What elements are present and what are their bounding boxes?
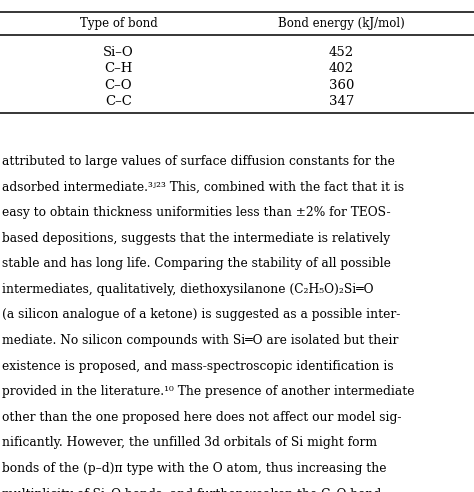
Text: provided in the literature.¹⁰ The presence of another intermediate: provided in the literature.¹⁰ The presen… — [2, 385, 415, 398]
Text: multiplicity of Si–O bonds, and further weaken the C–O bond.: multiplicity of Si–O bonds, and further … — [2, 488, 385, 492]
Text: other than the one proposed here does not affect our model sig-: other than the one proposed here does no… — [2, 411, 402, 424]
Text: 360: 360 — [328, 79, 354, 92]
Text: adsorbed intermediate.³ʲ²³ This, combined with the fact that it is: adsorbed intermediate.³ʲ²³ This, combine… — [2, 181, 404, 193]
Text: attributed to large values of surface diffusion constants for the: attributed to large values of surface di… — [2, 155, 395, 168]
Text: Si–O: Si–O — [103, 46, 134, 59]
Text: Bond energy (kJ/mol): Bond energy (kJ/mol) — [278, 17, 405, 30]
Text: C–H: C–H — [104, 62, 133, 75]
Text: C–O: C–O — [105, 79, 132, 92]
Text: stable and has long life. Comparing the stability of all possible: stable and has long life. Comparing the … — [2, 257, 391, 270]
Text: (a silicon analogue of a ketone) is suggested as a possible inter-: (a silicon analogue of a ketone) is sugg… — [2, 308, 401, 321]
Text: Type of bond: Type of bond — [80, 17, 157, 30]
Text: 402: 402 — [328, 62, 354, 75]
Text: intermediates, qualitatively, diethoxysilanone (C₂H₅O)₂Si═O: intermediates, qualitatively, diethoxysi… — [2, 283, 374, 296]
Text: easy to obtain thickness uniformities less than ±2% for TEOS-: easy to obtain thickness uniformities le… — [2, 206, 391, 219]
Text: 347: 347 — [328, 95, 354, 108]
Text: nificantly. However, the unfilled 3d orbitals of Si might form: nificantly. However, the unfilled 3d orb… — [2, 436, 377, 449]
Text: bonds of the (p–d)π type with the O atom, thus increasing the: bonds of the (p–d)π type with the O atom… — [2, 462, 387, 475]
Text: 452: 452 — [328, 46, 354, 59]
Text: mediate. No silicon compounds with Si═O are isolated but their: mediate. No silicon compounds with Si═O … — [2, 334, 399, 347]
Text: C–C: C–C — [105, 95, 132, 108]
Text: based depositions, suggests that the intermediate is relatively: based depositions, suggests that the int… — [2, 232, 391, 245]
Text: existence is proposed, and mass-spectroscopic identification is: existence is proposed, and mass-spectros… — [2, 360, 394, 372]
